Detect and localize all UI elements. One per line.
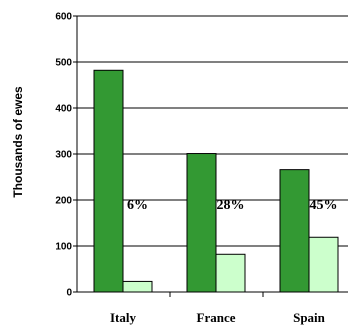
bar-italy-series-2 <box>122 280 153 293</box>
y-tick-labels: 0 100 200 300 400 500 600 <box>55 12 72 299</box>
y-tick-label: 100 <box>55 242 72 253</box>
y-tick-label: 200 <box>55 196 72 207</box>
bar-france-series-2 <box>215 253 246 293</box>
y-tick-label: 500 <box>55 58 72 69</box>
bar-france-series-1 <box>186 153 217 293</box>
bar-annotation: 6% <box>127 198 148 213</box>
x-category-labels: Italy France Spain <box>110 310 326 325</box>
y-tick-label: 600 <box>55 12 72 23</box>
bar-italy-series-1 <box>93 69 124 293</box>
bars <box>93 69 339 293</box>
y-tick-label: 0 <box>66 288 72 299</box>
x-category-label: France <box>197 310 236 325</box>
y-axis-label: Thousands of ewes <box>11 86 25 198</box>
y-tick-label: 400 <box>55 104 72 115</box>
bar-annotation: 28% <box>217 198 245 213</box>
bar-spain-series-1 <box>279 169 310 293</box>
bar-annotation: 45% <box>310 198 338 213</box>
bar-spain-series-2 <box>308 236 339 293</box>
bar-annotations: 6% 28% 45% <box>127 198 338 213</box>
x-category-label: Italy <box>110 310 137 325</box>
axes <box>73 15 348 297</box>
y-tick-label: 300 <box>55 150 72 161</box>
x-category-label: Spain <box>293 310 326 325</box>
